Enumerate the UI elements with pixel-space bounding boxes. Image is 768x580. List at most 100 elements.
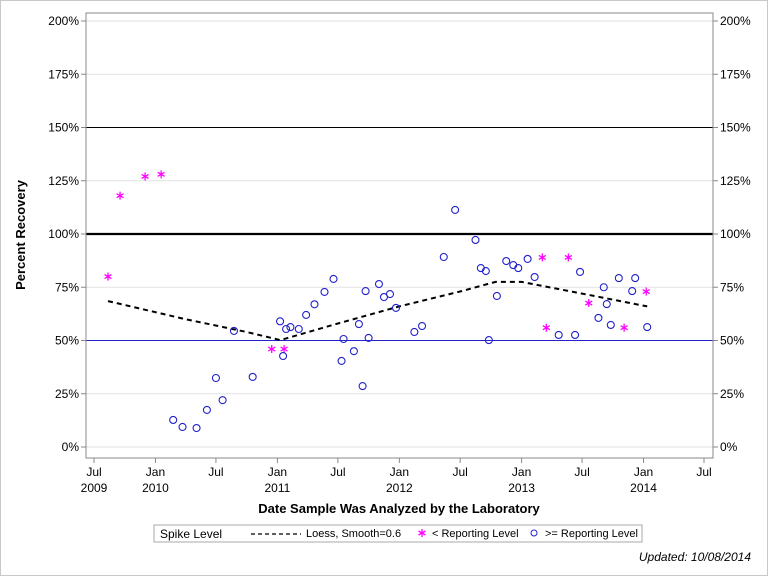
below-reporting-point <box>620 323 628 332</box>
above-reporting-point <box>602 300 611 309</box>
above-reporting-point <box>643 323 652 332</box>
above-reporting-point <box>276 317 285 326</box>
below-reporting-point <box>538 253 547 262</box>
x-tick-year: 2014 <box>630 481 657 495</box>
below-reporting-point <box>542 323 551 332</box>
y-tick-label: 200% <box>48 14 79 28</box>
y-axis-left: 0% 25% 50% 75% 100% 125% 150% 175% 200% <box>48 14 86 454</box>
x-tick-month: Jul <box>696 465 711 479</box>
gridlines <box>86 20 713 448</box>
y-tick-label: 75% <box>55 280 79 294</box>
y-axis-right: 0% 25% 50% 75% 100% 125% 150% 175% 200% <box>713 14 751 454</box>
above-reporting-point <box>282 324 291 334</box>
x-tick-month: Jan <box>146 465 165 479</box>
above-reporting-point <box>451 205 460 214</box>
above-reporting-point <box>358 382 367 391</box>
x-tick-year: 2010 <box>142 481 169 495</box>
above-reporting-point <box>229 326 239 335</box>
y-tick-label-right: 25% <box>720 387 744 401</box>
above-reporting-point <box>631 274 640 283</box>
y-tick-label: 25% <box>55 387 79 401</box>
legend-title: Spike Level <box>160 527 222 541</box>
x-tick-month: Jul <box>86 465 101 479</box>
below-reporting-point <box>564 253 573 262</box>
above-reporting-point <box>594 313 603 322</box>
y-tick-label-right: 100% <box>720 227 751 241</box>
above-reporting-point <box>614 274 623 283</box>
above-reporting-point <box>354 320 363 329</box>
above-reporting-point <box>320 287 329 296</box>
above-reporting-point <box>523 254 532 263</box>
x-axis-label: Date Sample Was Analyzed by the Laborato… <box>258 501 540 516</box>
x-tick-month: Jul <box>208 465 223 479</box>
y-tick-label-right: 150% <box>720 121 751 135</box>
above-reporting-point <box>599 283 608 292</box>
above-reporting-point <box>571 330 580 340</box>
below-reporting-point <box>280 345 288 354</box>
above-reporting-point <box>192 423 201 433</box>
y-tick-label: 175% <box>48 67 79 81</box>
below-reporting-point <box>141 172 149 181</box>
x-tick-year: 2011 <box>264 481 290 495</box>
y-tick-label-right: 0% <box>720 440 738 454</box>
x-tick-month: Jan <box>634 465 653 479</box>
above-reporting-point <box>286 323 295 332</box>
above-reporting-point <box>337 356 346 365</box>
y-axis-label: Percent Recovery <box>13 179 28 290</box>
series-layer <box>104 170 652 433</box>
above-reporting-point <box>576 267 585 276</box>
above-reporting-point <box>169 415 178 424</box>
above-reporting-point <box>202 405 211 414</box>
legend-asterisk-icon <box>418 529 426 537</box>
above-reporting-point <box>364 333 373 342</box>
legend-box <box>153 524 643 543</box>
above-reporting-point <box>471 235 480 245</box>
y-tick-label-right: 75% <box>720 280 744 294</box>
x-tick-year: 2009 <box>81 481 108 495</box>
below-reporting-point <box>267 345 276 354</box>
legend-star <box>418 529 426 537</box>
above-reporting-point <box>502 257 511 266</box>
above-reporting-point <box>329 274 338 283</box>
x-tick-year: 2012 <box>386 481 413 495</box>
below-reporting-point <box>642 287 651 296</box>
above-reporting-point <box>628 287 637 296</box>
above-reporting-point <box>279 351 288 361</box>
legend: Spike Level Loess, Smooth=0.6 < Reportin… <box>153 524 643 543</box>
above-reporting-point <box>492 291 501 301</box>
above-reporting-point <box>391 303 401 312</box>
legend-above-label: >= Reporting Level <box>545 528 638 540</box>
y-tick-label: 125% <box>48 174 79 188</box>
x-tick-year: 2013 <box>508 481 535 495</box>
above-reporting-point <box>218 396 227 405</box>
y-tick-label-right: 125% <box>720 174 751 188</box>
above-reporting-point <box>211 373 220 383</box>
above-reporting-point <box>514 264 523 273</box>
y-tick-label-right: 200% <box>720 14 751 28</box>
above-reporting-point <box>178 422 187 432</box>
below-reporting-point <box>116 191 124 200</box>
legend-below-label: < Reporting Level <box>432 528 519 540</box>
y-tick-label: 150% <box>48 121 79 135</box>
above-reporting-point <box>606 320 615 330</box>
x-axis: Jul 2009 Jan 2010 Jul Jan 2011 Jul Jan 2012 Jul Jan… <box>81 458 712 495</box>
below-reporting-point <box>104 272 112 281</box>
above-reporting-point <box>439 252 448 262</box>
legend-loess-label: Loess, Smooth=0.6 <box>306 528 401 540</box>
x-tick-month: Jan <box>390 465 409 479</box>
above-reporting-point <box>349 347 358 356</box>
above-reporting-point <box>410 327 419 337</box>
above-reporting-point <box>481 267 490 276</box>
below-reporting-point <box>157 170 165 179</box>
y-tick-label: 50% <box>55 334 79 348</box>
above-reporting-point <box>248 372 257 381</box>
above-reporting-point <box>302 310 311 319</box>
x-tick-month: Jan <box>268 465 287 479</box>
above-reporting-point <box>530 272 539 282</box>
above-reporting-point <box>374 280 384 289</box>
y-tick-label-right: 175% <box>720 67 751 81</box>
x-tick-month: Jul <box>574 465 589 479</box>
above-reporting-point <box>554 330 563 340</box>
above-reporting-point <box>385 290 395 299</box>
